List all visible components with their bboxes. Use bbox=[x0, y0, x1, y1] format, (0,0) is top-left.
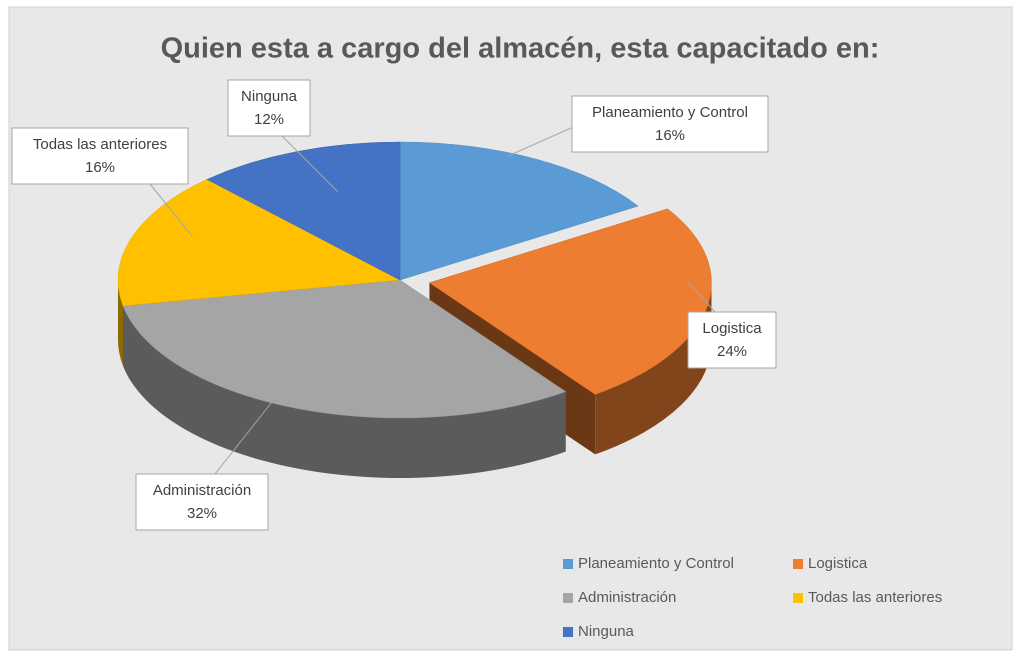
data-label-value: 16% bbox=[85, 159, 115, 176]
data-label-category: Ninguna bbox=[241, 88, 298, 105]
leader-line bbox=[507, 123, 581, 157]
data-label-value: 16% bbox=[655, 127, 685, 144]
slice bbox=[117, 179, 401, 307]
legend-label: Planeamiento y Control bbox=[578, 555, 734, 572]
data-label-value: 24% bbox=[717, 343, 747, 360]
slice bbox=[428, 208, 712, 395]
data-label-box bbox=[571, 95, 769, 153]
data-label-box bbox=[687, 311, 777, 369]
data-label-category: Todas las anteriores bbox=[33, 136, 167, 153]
slice bbox=[206, 141, 401, 281]
leader-line bbox=[687, 281, 716, 313]
leader-line bbox=[214, 401, 273, 475]
data-label-box bbox=[135, 473, 269, 531]
legend-swatch bbox=[563, 559, 573, 569]
data-label-category: Logistica bbox=[702, 320, 762, 337]
leader-line bbox=[149, 183, 193, 237]
leader-line bbox=[281, 135, 339, 193]
data-label-category: Planeamiento y Control bbox=[592, 104, 748, 121]
slice-side bbox=[122, 305, 566, 478]
data-label-box bbox=[227, 79, 311, 137]
data-label-category: Administración bbox=[153, 482, 251, 499]
data-label-value: 12% bbox=[254, 111, 284, 128]
legend-swatch bbox=[563, 627, 573, 637]
slice bbox=[122, 279, 567, 419]
slice-side bbox=[595, 282, 712, 455]
chart-title: Quien esta a cargo del almacén, esta cap… bbox=[161, 33, 880, 65]
data-label-box bbox=[11, 127, 189, 185]
legend-swatch bbox=[793, 559, 803, 569]
legend-label: Todas las anteriores bbox=[808, 589, 942, 606]
slice bbox=[399, 141, 639, 281]
slice-side bbox=[118, 280, 123, 366]
legend-label: Ninguna bbox=[578, 623, 635, 640]
legend-label: Administración bbox=[578, 589, 676, 606]
legend-swatch bbox=[793, 593, 803, 603]
data-label-value: 32% bbox=[187, 505, 217, 522]
legend-label: Logistica bbox=[808, 555, 868, 572]
legend-swatch bbox=[563, 593, 573, 603]
